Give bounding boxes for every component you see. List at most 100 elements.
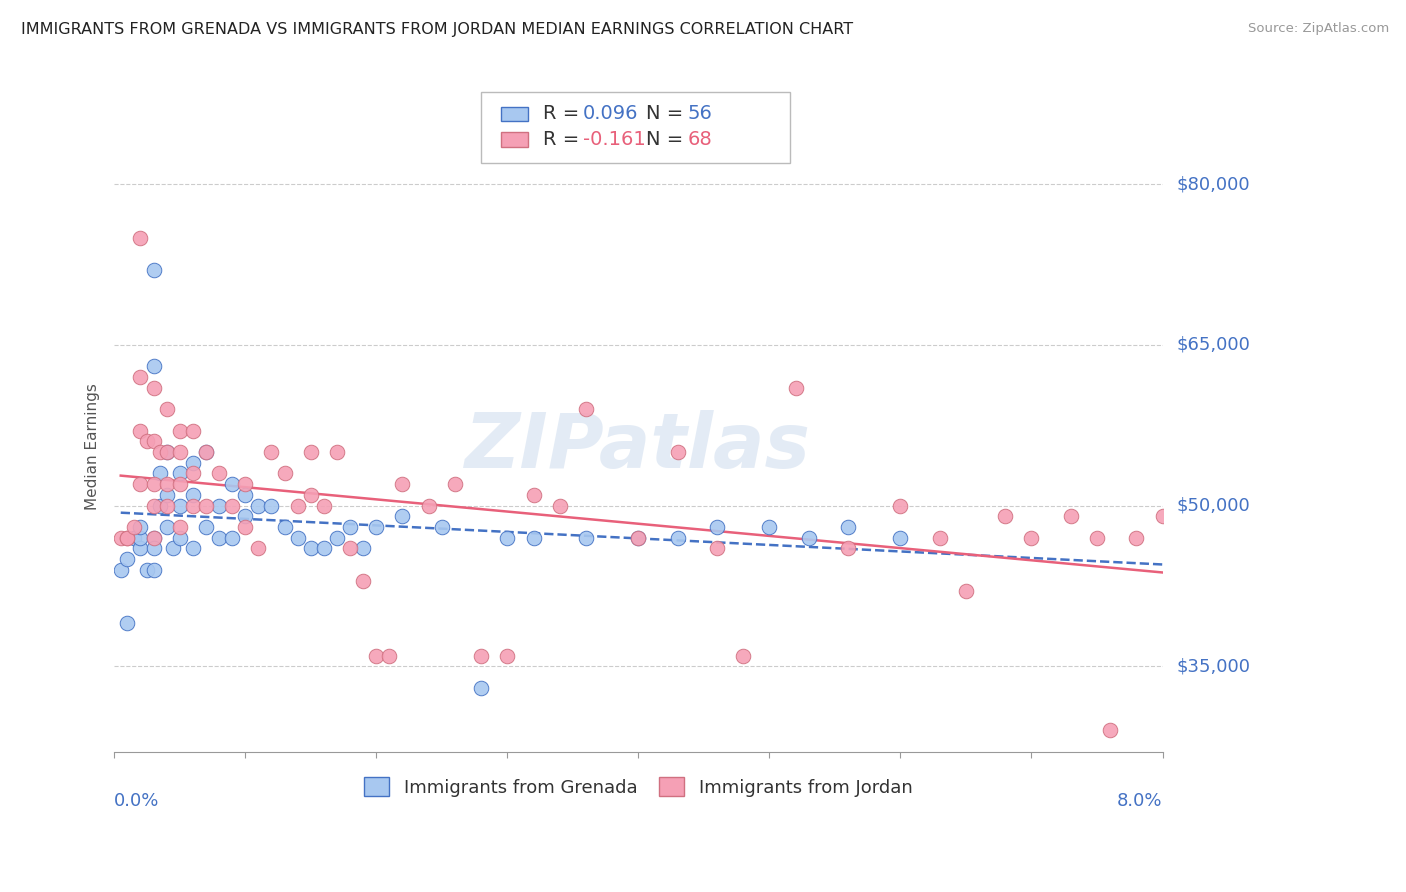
Point xyxy=(129,370,152,384)
Point xyxy=(233,509,256,524)
Point xyxy=(181,541,204,556)
Point xyxy=(928,531,950,545)
Text: 0.0%: 0.0% xyxy=(114,791,159,810)
Point xyxy=(136,563,159,577)
Point xyxy=(162,541,184,556)
Point xyxy=(758,520,780,534)
Point xyxy=(208,467,231,481)
Point xyxy=(122,531,145,545)
Point xyxy=(155,488,177,502)
Text: R =: R = xyxy=(543,130,585,149)
Point xyxy=(889,531,911,545)
Point xyxy=(470,681,492,695)
Text: $65,000: $65,000 xyxy=(1177,336,1250,354)
Point xyxy=(155,402,177,417)
Point xyxy=(233,520,256,534)
Point xyxy=(326,531,349,545)
Point xyxy=(181,467,204,481)
Text: $50,000: $50,000 xyxy=(1177,497,1250,515)
Point xyxy=(194,445,217,459)
Point xyxy=(366,520,388,534)
Point xyxy=(1099,723,1122,738)
Text: 56: 56 xyxy=(688,104,713,123)
Point xyxy=(496,531,519,545)
Point xyxy=(149,467,172,481)
Text: IMMIGRANTS FROM GRENADA VS IMMIGRANTS FROM JORDAN MEDIAN EARNINGS CORRELATION CH: IMMIGRANTS FROM GRENADA VS IMMIGRANTS FR… xyxy=(21,22,853,37)
Point xyxy=(733,648,755,663)
Point xyxy=(169,445,191,459)
Point xyxy=(391,509,413,524)
Point xyxy=(352,541,374,556)
Point xyxy=(496,648,519,663)
Point xyxy=(208,499,231,513)
Point xyxy=(1021,531,1043,545)
Point xyxy=(129,531,152,545)
FancyBboxPatch shape xyxy=(501,106,529,121)
Text: R =: R = xyxy=(543,104,585,123)
Point xyxy=(326,445,349,459)
Point xyxy=(169,477,191,491)
Point xyxy=(117,531,139,545)
Point xyxy=(339,541,361,556)
Point xyxy=(1152,509,1174,524)
Point xyxy=(129,520,152,534)
Point xyxy=(142,359,165,374)
Point xyxy=(155,445,177,459)
Point xyxy=(129,541,152,556)
Point xyxy=(575,402,598,417)
Point xyxy=(208,531,231,545)
Text: ZIPatlas: ZIPatlas xyxy=(465,409,811,483)
Point xyxy=(155,520,177,534)
Point xyxy=(181,456,204,470)
Point xyxy=(797,531,820,545)
Point xyxy=(194,445,217,459)
Point xyxy=(169,424,191,438)
Point xyxy=(955,584,977,599)
Point xyxy=(142,263,165,277)
Point xyxy=(233,477,256,491)
Point xyxy=(155,445,177,459)
Point xyxy=(117,531,139,545)
Point xyxy=(391,477,413,491)
Point xyxy=(1085,531,1108,545)
Point xyxy=(233,488,256,502)
Point xyxy=(430,520,453,534)
Point xyxy=(247,541,270,556)
Point xyxy=(117,616,139,631)
Point xyxy=(706,520,728,534)
Point xyxy=(312,541,335,556)
Point xyxy=(627,531,650,545)
Point xyxy=(129,477,152,491)
Point xyxy=(260,499,283,513)
Text: N =: N = xyxy=(645,104,689,123)
Point xyxy=(142,531,165,545)
Point xyxy=(142,563,165,577)
Point xyxy=(339,520,361,534)
Point xyxy=(247,499,270,513)
Point xyxy=(221,499,243,513)
Point xyxy=(837,541,859,556)
Text: 0.096: 0.096 xyxy=(583,104,638,123)
Point xyxy=(129,424,152,438)
Point xyxy=(181,424,204,438)
Point xyxy=(129,231,152,245)
Point xyxy=(117,552,139,566)
Point xyxy=(299,488,322,502)
Point xyxy=(299,541,322,556)
Point xyxy=(169,531,191,545)
Point xyxy=(994,509,1017,524)
Point xyxy=(169,467,191,481)
Point xyxy=(136,434,159,449)
Text: -0.161: -0.161 xyxy=(583,130,645,149)
Point xyxy=(142,434,165,449)
Point xyxy=(142,477,165,491)
Text: $35,000: $35,000 xyxy=(1177,657,1250,675)
Point xyxy=(122,520,145,534)
Text: Source: ZipAtlas.com: Source: ZipAtlas.com xyxy=(1249,22,1389,36)
Point xyxy=(181,488,204,502)
Point xyxy=(366,648,388,663)
Y-axis label: Median Earnings: Median Earnings xyxy=(86,384,100,510)
Point xyxy=(889,499,911,513)
FancyBboxPatch shape xyxy=(481,93,790,162)
Point xyxy=(418,499,440,513)
